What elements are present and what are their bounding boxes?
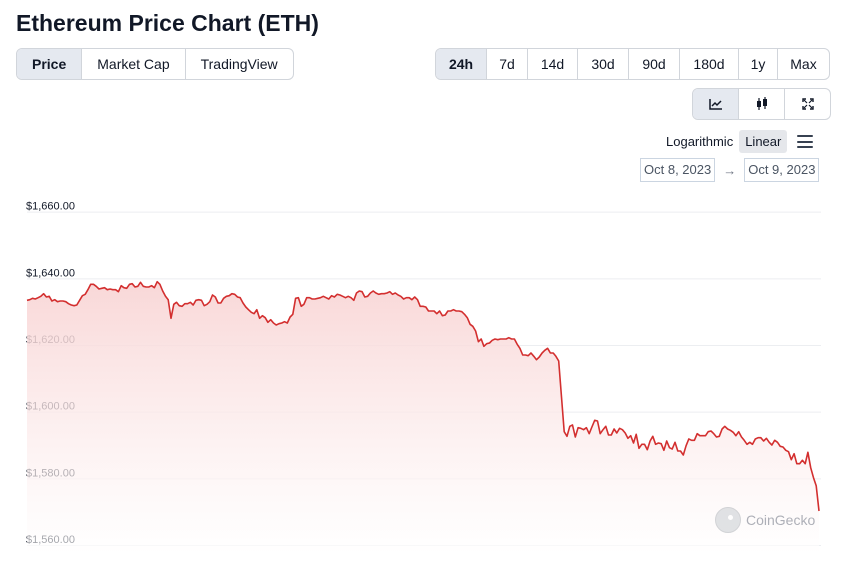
date-to-input[interactable]: Oct 9, 2023: [744, 158, 820, 182]
price-line: [26, 280, 820, 512]
price-area: [27, 281, 819, 555]
page-title: Ethereum Price Chart (ETH): [16, 10, 319, 36]
linear-option[interactable]: Linear: [739, 130, 788, 153]
range-180d[interactable]: 180d: [680, 49, 739, 79]
candlestick-icon: [756, 97, 767, 110]
fullscreen-icon: [801, 98, 814, 110]
line-chart-button[interactable]: [693, 89, 739, 119]
chart-type-tabs: [692, 88, 831, 120]
y-tick-label: $1,660.00: [26, 201, 75, 213]
tab-market-cap[interactable]: Market Cap: [82, 49, 186, 79]
range-30d[interactable]: 30d: [578, 49, 629, 79]
price-chart[interactable]: $1,660.00$1,640.00$1,620.00$1,600.00$1,5…: [0, 195, 844, 555]
arrow-right-icon: →: [723, 162, 737, 178]
scale-toggle: Logarithmic Linear: [660, 130, 814, 153]
candlestick-button[interactable]: [739, 89, 785, 119]
line-chart-icon: [708, 99, 722, 110]
menu-icon[interactable]: [797, 135, 814, 148]
fullscreen-button[interactable]: [785, 89, 830, 119]
range-24h[interactable]: 24h: [436, 49, 487, 79]
logarithmic-option[interactable]: Logarithmic: [666, 134, 734, 149]
watermark-text: CoinGecko: [746, 512, 816, 528]
range-90d[interactable]: 90d: [629, 49, 680, 79]
range-1y[interactable]: 1y: [739, 49, 778, 79]
tab-price[interactable]: Price: [17, 49, 83, 79]
range-max[interactable]: Max: [790, 56, 817, 72]
y-tick-label: $1,640.00: [26, 267, 75, 279]
time-range-tabs: 24h 7d 14d 30d 90d 180d 1y Max: [435, 48, 830, 80]
tab-tradingview[interactable]: TradingView: [200, 56, 278, 72]
coingecko-watermark: CoinGecko: [715, 507, 815, 533]
range-14d[interactable]: 14d: [528, 49, 578, 79]
date-range: Oct 8, 2023 → Oct 9, 2023: [640, 158, 820, 182]
view-tabs: Price Market Cap TradingView: [16, 48, 294, 80]
range-7d[interactable]: 7d: [487, 49, 528, 79]
coingecko-logo-icon: [715, 507, 741, 533]
date-from-input[interactable]: Oct 8, 2023: [640, 158, 716, 182]
